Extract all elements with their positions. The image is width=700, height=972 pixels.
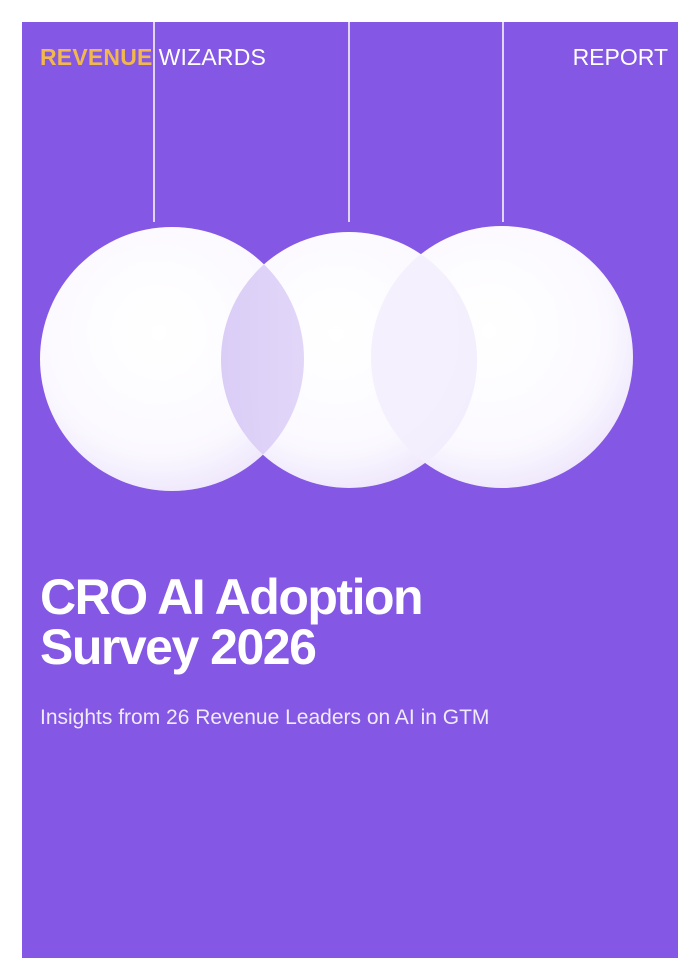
sphere-overlap-right <box>371 232 477 488</box>
report-title-line-1: CRO AI Adoption <box>40 569 424 625</box>
sphere-overlap-left <box>221 232 304 488</box>
brand-logo: REVENUE WIZARDS <box>40 44 266 71</box>
sphere-left <box>40 227 304 491</box>
report-title: CRO AI Adoption Survey 2026 <box>40 572 660 672</box>
report-cover: REVENUE WIZARDS REPORT <box>22 22 678 958</box>
report-subtitle: Insights from 26 Revenue Leaders on AI i… <box>40 706 490 729</box>
report-label: REPORT <box>572 44 668 70</box>
hanging-spheres-illustration <box>40 22 633 491</box>
brand-rest-text: WIZARDS <box>158 44 267 70</box>
brand-accent-text: REVENUE <box>40 44 153 70</box>
report-title-line-2: Survey 2026 <box>40 619 317 675</box>
